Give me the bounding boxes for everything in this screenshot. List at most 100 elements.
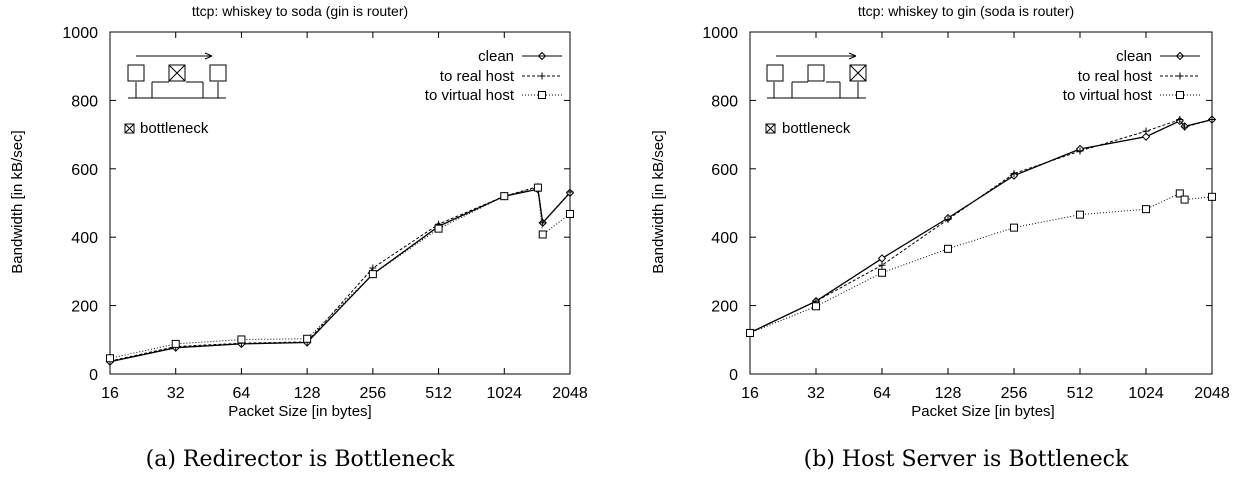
x-tick-label: 128 <box>935 385 962 402</box>
x-tick-label: 64 <box>873 385 891 402</box>
legend-label: to virtual host <box>425 87 515 104</box>
x-tick-label: 128 <box>294 385 321 402</box>
data-point-diamond <box>1141 132 1151 141</box>
host-box <box>209 64 227 82</box>
x-tick-label: 256 <box>1001 385 1028 402</box>
x-tick-label: 16 <box>101 385 119 402</box>
legend-label: clean <box>1116 48 1152 65</box>
x-tick-label: 2048 <box>552 385 588 402</box>
data-point-plus <box>944 215 952 223</box>
y-tick-label: 800 <box>711 93 738 110</box>
data-point-square <box>500 192 509 201</box>
x-tick-label: 2048 <box>1194 385 1230 402</box>
x-tick-label: 256 <box>360 385 387 402</box>
series-line-square <box>749 192 1213 334</box>
bottleneck-key-cross <box>124 123 135 134</box>
chart-panel-b: ttcp: whiskey to gin (soda is router) Ba… <box>650 3 1230 472</box>
legend-item-clean: clean <box>1116 48 1200 65</box>
network-links <box>767 81 866 99</box>
legend-item-virtual-host: to virtual host <box>1063 87 1200 104</box>
chart-panel-a: ttcp: whiskey to soda (gin is router) Ba… <box>9 3 588 472</box>
y-axis-label: Bandwidth [in kB/sec] <box>9 130 26 273</box>
y-tick-label: 1000 <box>702 25 738 42</box>
series-layer <box>745 115 1217 337</box>
data-point-square <box>746 328 754 337</box>
x-tick-label: 16 <box>741 385 759 402</box>
y-tick-label: 0 <box>89 367 98 384</box>
data-point-square <box>171 339 180 348</box>
data-point-square <box>368 270 377 279</box>
data-point-square <box>106 354 114 363</box>
network-links <box>128 81 226 99</box>
legend-item-clean: clean <box>478 48 562 65</box>
y-tick-label: 800 <box>71 93 98 110</box>
x-tick-label: 1024 <box>1128 385 1164 402</box>
topology-inset: bottleneck <box>765 52 867 137</box>
chart-title: ttcp: whiskey to gin (soda is router) <box>858 3 1074 19</box>
host-box <box>807 64 825 82</box>
x-tick-label: 512 <box>425 385 452 402</box>
legend-marker-diamond <box>1175 51 1185 61</box>
y-tick-label: 200 <box>711 299 738 316</box>
data-point-diamond <box>877 254 887 263</box>
legend-item-virtual-host: to virtual host <box>425 87 562 104</box>
y-tick-label: 400 <box>711 230 738 247</box>
data-point-plus <box>1181 123 1189 131</box>
data-point-plus <box>1076 147 1084 155</box>
bottleneck-key-cross <box>765 123 776 134</box>
legend-label: to real host <box>1078 68 1153 85</box>
data-point-square <box>1010 223 1018 232</box>
data-point-square <box>237 335 246 344</box>
y-ticks: 0 200 400 600 800 1000 <box>62 25 570 384</box>
x-tick-label: 64 <box>233 385 251 402</box>
caption: (b) Host Server is Bottleneck <box>804 447 1129 472</box>
arrow-head <box>848 52 857 60</box>
series-line-diamond <box>109 188 571 363</box>
data-point-square <box>434 224 443 233</box>
data-point-square <box>944 244 952 253</box>
y-axis-label-text: Bandwidth [in kB/sec] <box>9 130 26 273</box>
y-ticks: 0 200 400 600 800 1000 <box>702 25 1212 384</box>
data-point-plus <box>566 188 574 196</box>
data-point-square <box>566 209 574 218</box>
data-point-plus <box>539 219 547 227</box>
x-tick-label: 512 <box>1067 385 1094 402</box>
x-ticks: 16 32 64 128 256 512 1024 2048 <box>741 32 1230 402</box>
plot-frame <box>749 31 1213 375</box>
data-point-plus <box>1142 127 1150 135</box>
arrow-head <box>204 52 213 60</box>
y-tick-label: 600 <box>71 162 98 179</box>
data-point-square <box>533 183 542 192</box>
series-layer <box>105 183 575 366</box>
y-axis-label-text: Bandwidth [in kB/sec] <box>650 130 667 273</box>
data-point-square <box>1208 192 1216 201</box>
x-ticks: 16 32 64 128 256 512 1024 2048 <box>101 32 588 402</box>
bottleneck-key-label: bottleneck <box>782 120 851 137</box>
series-line-diamond <box>749 118 1213 334</box>
caption: (a) Redirector is Bottleneck <box>146 447 455 472</box>
legend-item-real-host: to real host <box>1078 68 1200 85</box>
data-point-square <box>878 268 886 277</box>
data-point-plus <box>878 261 886 269</box>
legend-marker-square <box>1176 91 1184 99</box>
data-point-square <box>538 230 547 239</box>
series-line-plus <box>749 118 1213 334</box>
topology-inset: bottleneck <box>124 52 227 137</box>
data-point-square <box>812 302 820 311</box>
data-point-square <box>303 334 312 343</box>
bottleneck-cross <box>849 64 867 82</box>
chart-title: ttcp: whiskey to soda (gin is router) <box>192 3 408 19</box>
legend-marker-diamond <box>537 51 547 61</box>
legend-label: clean <box>478 48 514 65</box>
legend-marker-square <box>538 91 546 99</box>
data-point-plus <box>1176 116 1184 124</box>
host-box <box>127 64 145 82</box>
legend-marker-plus <box>1176 72 1184 80</box>
data-point-square <box>1180 195 1189 204</box>
x-tick-label: 1024 <box>486 385 522 402</box>
data-point-plus <box>1010 170 1018 178</box>
series-line-square <box>109 186 571 359</box>
series-line-plus <box>109 185 571 362</box>
legend-label: to virtual host <box>1063 87 1153 104</box>
